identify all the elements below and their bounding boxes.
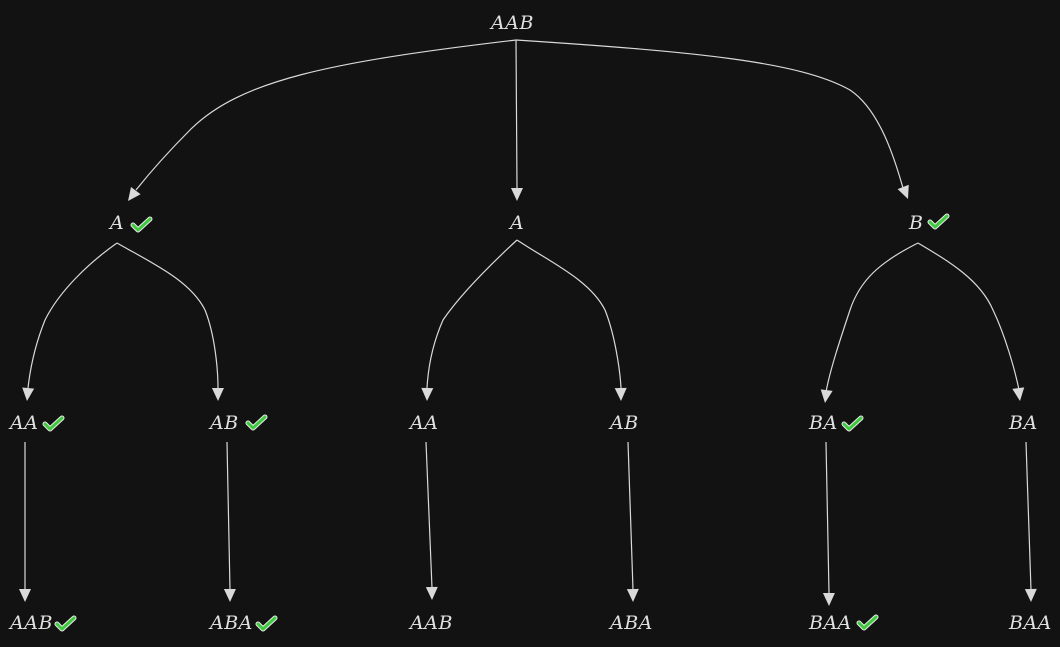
edge-line bbox=[426, 239, 518, 389]
tree-node-l1-2: B bbox=[908, 212, 950, 234]
tree-node-l1-1: A bbox=[508, 212, 524, 234]
tree-node-l1-0: A bbox=[108, 212, 153, 234]
tree-edge bbox=[516, 239, 627, 401]
node-label: B bbox=[908, 212, 923, 234]
edge-line bbox=[226, 441, 231, 591]
node-label: A bbox=[108, 212, 124, 234]
edge-line bbox=[516, 239, 622, 389]
node-label: AAB bbox=[489, 12, 534, 34]
tree-edge bbox=[1024, 441, 1037, 602]
node-label: ABA bbox=[208, 612, 253, 634]
arrowhead-icon bbox=[425, 586, 438, 600]
check-icon bbox=[54, 615, 77, 632]
tree-node-l3-2: AAB bbox=[408, 612, 453, 634]
arrowhead-icon bbox=[626, 588, 639, 602]
tree-edge bbox=[515, 39, 909, 199]
tree-nodes: AAB A A B AA AB AA AB BA bbox=[8, 12, 1052, 634]
tree-edge bbox=[223, 441, 236, 602]
tree-node-l3-4: BAA bbox=[808, 612, 879, 634]
check-icon bbox=[130, 216, 153, 233]
edge-line bbox=[627, 441, 634, 591]
check-icon bbox=[245, 414, 268, 431]
node-label: BA bbox=[808, 412, 838, 434]
tree-node-l3-1: ABA bbox=[208, 612, 278, 634]
edge-line bbox=[917, 242, 1020, 391]
edge-line bbox=[1025, 441, 1032, 591]
tree-edge bbox=[116, 242, 224, 401]
tree-edge bbox=[128, 39, 517, 201]
tree-node-root: AAB bbox=[489, 12, 534, 34]
edge-line bbox=[825, 242, 919, 393]
tree-node-l3-0: AAB bbox=[8, 612, 77, 634]
tree-edge bbox=[626, 441, 639, 602]
edge-line bbox=[425, 441, 433, 589]
arrowhead-icon bbox=[510, 187, 523, 201]
check-icon bbox=[841, 415, 864, 432]
tree-edge bbox=[22, 242, 118, 401]
arrowhead-icon bbox=[614, 387, 627, 401]
tree-node-l2-0: AA bbox=[8, 412, 65, 434]
edge-line bbox=[515, 39, 518, 189]
node-label: BAA bbox=[808, 612, 852, 634]
arrowhead-icon bbox=[820, 389, 833, 403]
arrowhead-icon bbox=[128, 187, 141, 201]
node-label: ABA bbox=[608, 612, 653, 634]
arrowhead-icon bbox=[22, 387, 35, 401]
node-label: AA bbox=[408, 412, 438, 434]
arrowhead-icon bbox=[421, 387, 434, 401]
node-label: AA bbox=[8, 412, 38, 434]
node-label: BAA bbox=[1008, 612, 1052, 634]
tree-node-l2-2: AA bbox=[408, 412, 438, 434]
node-label: BA bbox=[1008, 412, 1038, 434]
edge-line bbox=[27, 242, 118, 389]
arrowhead-icon bbox=[897, 184, 909, 199]
tree-edge bbox=[822, 441, 835, 606]
arrowhead-icon bbox=[822, 592, 835, 606]
edge-line bbox=[515, 39, 904, 189]
edge-line bbox=[825, 441, 830, 594]
node-label: AB bbox=[608, 412, 639, 434]
tree-node-l2-1: AB bbox=[208, 412, 268, 434]
tree-node-l3-5: BAA bbox=[1008, 612, 1052, 634]
tree-edge bbox=[917, 242, 1025, 401]
tree-edges bbox=[19, 39, 1037, 606]
arrowhead-icon bbox=[1012, 387, 1025, 401]
edge-line bbox=[116, 242, 219, 389]
check-icon bbox=[255, 615, 278, 632]
tree-edge bbox=[510, 39, 523, 201]
node-label: AB bbox=[208, 412, 239, 434]
tree-edge bbox=[425, 441, 438, 600]
check-icon bbox=[927, 213, 950, 230]
node-label: AAB bbox=[8, 612, 53, 634]
check-icon bbox=[856, 614, 879, 631]
node-label: AAB bbox=[408, 612, 453, 634]
tree-edge bbox=[421, 239, 518, 401]
edge-line bbox=[135, 39, 517, 191]
arrowhead-icon bbox=[223, 588, 236, 602]
tree-edge bbox=[19, 442, 31, 602]
tree-node-l2-4: BA bbox=[808, 412, 864, 434]
arrowhead-icon bbox=[19, 589, 31, 602]
arrowhead-icon bbox=[211, 387, 224, 401]
tree-node-l2-5: BA bbox=[1008, 412, 1038, 434]
node-label: A bbox=[508, 212, 524, 234]
arrowhead-icon bbox=[1024, 588, 1037, 602]
check-icon bbox=[42, 415, 65, 432]
tree-node-l3-3: ABA bbox=[608, 612, 653, 634]
tree-node-l2-3: AB bbox=[608, 412, 639, 434]
tree-edge bbox=[820, 242, 919, 403]
